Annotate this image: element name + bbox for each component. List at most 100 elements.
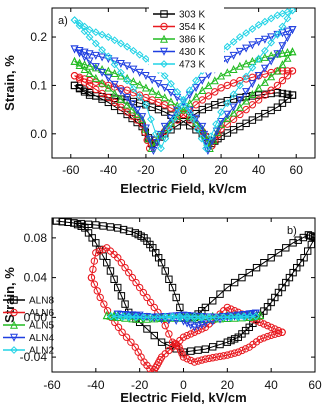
x-tick-label: -20 [131, 378, 149, 392]
data-point [176, 102, 185, 111]
data-point [104, 33, 113, 41]
data-point [148, 76, 157, 85]
data-point [242, 59, 251, 68]
data-point [168, 312, 177, 321]
data-point [135, 80, 144, 89]
data-point [175, 312, 184, 321]
data-point [170, 115, 179, 124]
data-point [217, 118, 226, 127]
data-point [75, 49, 84, 58]
data-point [147, 144, 156, 153]
data-point [240, 313, 249, 321]
legend-swatch-marker [160, 10, 168, 18]
data-point [245, 310, 254, 319]
data-point [248, 25, 257, 33]
data-point [114, 323, 123, 331]
data-point [202, 144, 210, 153]
data-point [267, 72, 276, 81]
data-point [75, 60, 84, 69]
legend-label: 303 K [179, 10, 205, 21]
data-point [70, 45, 79, 54]
data-point [116, 68, 125, 77]
data-point [104, 83, 113, 92]
data-point [160, 93, 169, 102]
data-point [260, 64, 269, 73]
data-point [179, 105, 188, 114]
data-point [208, 317, 217, 326]
data-point [235, 61, 244, 70]
data-point [212, 353, 221, 361]
data-point [99, 245, 107, 254]
data-point [182, 102, 191, 111]
data-point [75, 19, 84, 28]
series-aln2 [107, 312, 260, 323]
data-point [91, 28, 100, 37]
data-point [139, 313, 148, 321]
data-point [142, 100, 150, 109]
data-point [267, 51, 276, 60]
data-point [254, 54, 263, 63]
data-point [107, 312, 116, 321]
data-point [150, 303, 158, 312]
data-point [267, 323, 275, 331]
data-point [254, 96, 263, 104]
data-point [183, 314, 192, 322]
data-point [104, 52, 113, 61]
data-point [278, 328, 286, 336]
data-point [278, 99, 287, 107]
data-point [135, 92, 144, 101]
data-point [85, 81, 94, 90]
data-point [198, 122, 207, 131]
data-point [192, 114, 201, 123]
legend-label: ALN5 [29, 321, 54, 332]
data-point [141, 83, 150, 92]
data-point [129, 46, 138, 55]
data-point [229, 64, 238, 73]
data-point [132, 278, 140, 287]
data-point [161, 321, 169, 330]
data-point [110, 36, 119, 45]
data-point [235, 33, 244, 41]
data-point [190, 312, 199, 321]
data-point [219, 313, 228, 322]
data-point [129, 65, 138, 74]
data-point [201, 345, 210, 353]
data-point [248, 89, 257, 98]
series-aln8 [52, 218, 315, 356]
data-point [179, 96, 188, 104]
x-tick-label: -20 [137, 163, 155, 177]
data-point [98, 68, 107, 77]
data-point [92, 221, 100, 229]
data-point [172, 293, 180, 302]
legend-swatch-marker [159, 34, 169, 43]
data-point [138, 114, 147, 123]
data-point [273, 88, 282, 97]
data-point [113, 312, 121, 321]
data-point [254, 38, 263, 47]
data-point [288, 26, 297, 35]
x-tick-label: -60 [62, 163, 80, 177]
data-point [128, 105, 137, 114]
data-point [299, 233, 308, 242]
data-point [75, 73, 84, 82]
data-point [207, 132, 215, 141]
data-point [230, 349, 239, 357]
data-point [154, 308, 162, 317]
data-point [223, 351, 232, 359]
x-tick-label: -40 [87, 378, 105, 392]
data-point [278, 60, 287, 69]
data-point [132, 312, 140, 321]
data-point [125, 227, 134, 235]
data-point [128, 100, 137, 109]
data-point [129, 84, 138, 93]
data-point [145, 135, 154, 144]
x-tick-label: -60 [43, 378, 61, 392]
data-point [230, 278, 239, 287]
data-point [166, 97, 175, 106]
data-point [98, 30, 107, 39]
data-point [116, 39, 125, 48]
data-point [156, 130, 165, 139]
data-point [75, 58, 84, 67]
plot-area [70, 8, 297, 156]
